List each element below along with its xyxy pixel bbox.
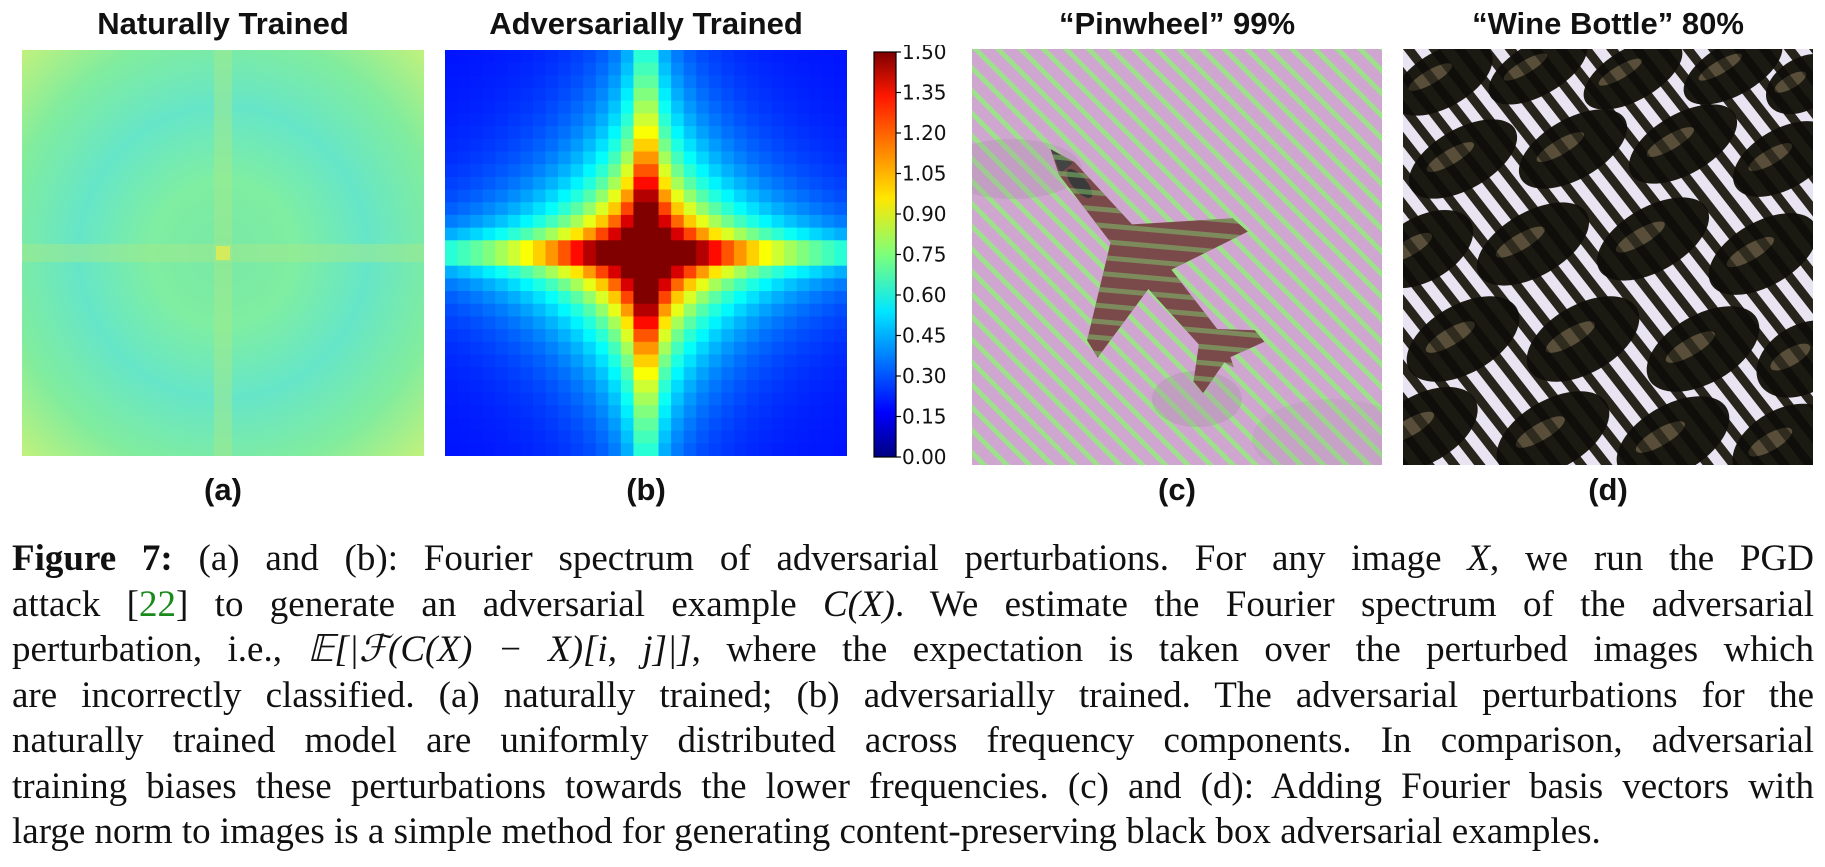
colorbar-tick-label: 0.00 xyxy=(902,445,947,465)
colorbar-tick-label: 0.30 xyxy=(902,364,947,388)
math-expectation: 𝔼[|ℱ(C(X) − X)[i, j]|] xyxy=(307,629,692,670)
airplane-icon xyxy=(1050,149,1265,394)
caption-text: attack [ xyxy=(12,583,139,625)
colorbar-tick-label: 0.75 xyxy=(902,243,947,267)
panel-c-title: “Pinwheel” 99% xyxy=(1058,6,1296,41)
colorbar: 1.50 1.35 1.20 1.05 0.90 0.75 0.60 0.45 0.30 0.15… xyxy=(873,45,947,465)
caption-line: are incorrectly classified. (a) naturall… xyxy=(12,674,1814,716)
caption-text: perturbation, i.e., xyxy=(12,629,308,670)
caption-text: . We estimate the Fourier spectrum of th… xyxy=(894,583,1814,625)
panel-a-label: (a) xyxy=(204,472,242,507)
colorbar-tick-label: 1.35 xyxy=(902,81,947,105)
figure-caption: Figure 7: (a) and (b): Fourier spectrum … xyxy=(12,536,1814,855)
caption-text: (a) and (b): Fourier spectrum of adversa… xyxy=(172,538,1468,579)
panel-d-title: “Wine Bottle” 80% xyxy=(1472,6,1744,41)
caption-line: training biases these perturbations towa… xyxy=(12,765,1814,807)
colorbar-tick-label: 0.90 xyxy=(902,202,947,226)
caption-line: large norm to images is a simple method … xyxy=(12,811,1601,852)
panel-a-title: Naturally Trained xyxy=(97,6,349,41)
caption-line: perturbation, i.e., 𝔼[|ℱ(C(X) − X)[i, j]… xyxy=(12,627,1814,673)
colorbar-tick-label: 0.60 xyxy=(902,283,947,307)
colorbar-tick-label: 1.50 xyxy=(902,45,947,64)
citation-link[interactable]: 22 xyxy=(139,583,176,625)
caption-text: , we run the PGD xyxy=(1489,538,1814,579)
math-x: X xyxy=(1467,538,1490,579)
colorbar-tick-label: 1.20 xyxy=(902,121,947,145)
pinwheel-image xyxy=(972,49,1382,465)
caption-text: , where the expectation is taken over th… xyxy=(691,629,1815,670)
panel-d-label: (d) xyxy=(1588,472,1628,507)
caption-text: ] to generate an adversarial example xyxy=(176,583,823,625)
caption-line: naturally trained model are uniformly di… xyxy=(12,720,1814,761)
panel-b-title: Adversarially Trained xyxy=(489,6,803,41)
colorbar-tick-label: 1.05 xyxy=(902,162,947,186)
panel-c-label: (c) xyxy=(1158,472,1196,507)
figure-label: Figure 7: xyxy=(12,538,173,579)
adversarial-spectrum-heatmap xyxy=(445,50,847,456)
colorbar-gradient xyxy=(873,51,897,458)
math-cx: C(X) xyxy=(823,583,895,625)
caption-line: Figure 7: (a) and (b): Fourier spectrum … xyxy=(12,536,1814,582)
wine-bottle-image xyxy=(1403,49,1813,465)
natural-spectrum-heatmap xyxy=(22,50,424,456)
colorbar-tick-label: 0.45 xyxy=(902,324,947,348)
colorbar-tick-label: 0.15 xyxy=(902,405,947,429)
caption-line: attack [22] to generate an adversarial e… xyxy=(12,582,1814,628)
panel-b-label: (b) xyxy=(626,472,666,507)
